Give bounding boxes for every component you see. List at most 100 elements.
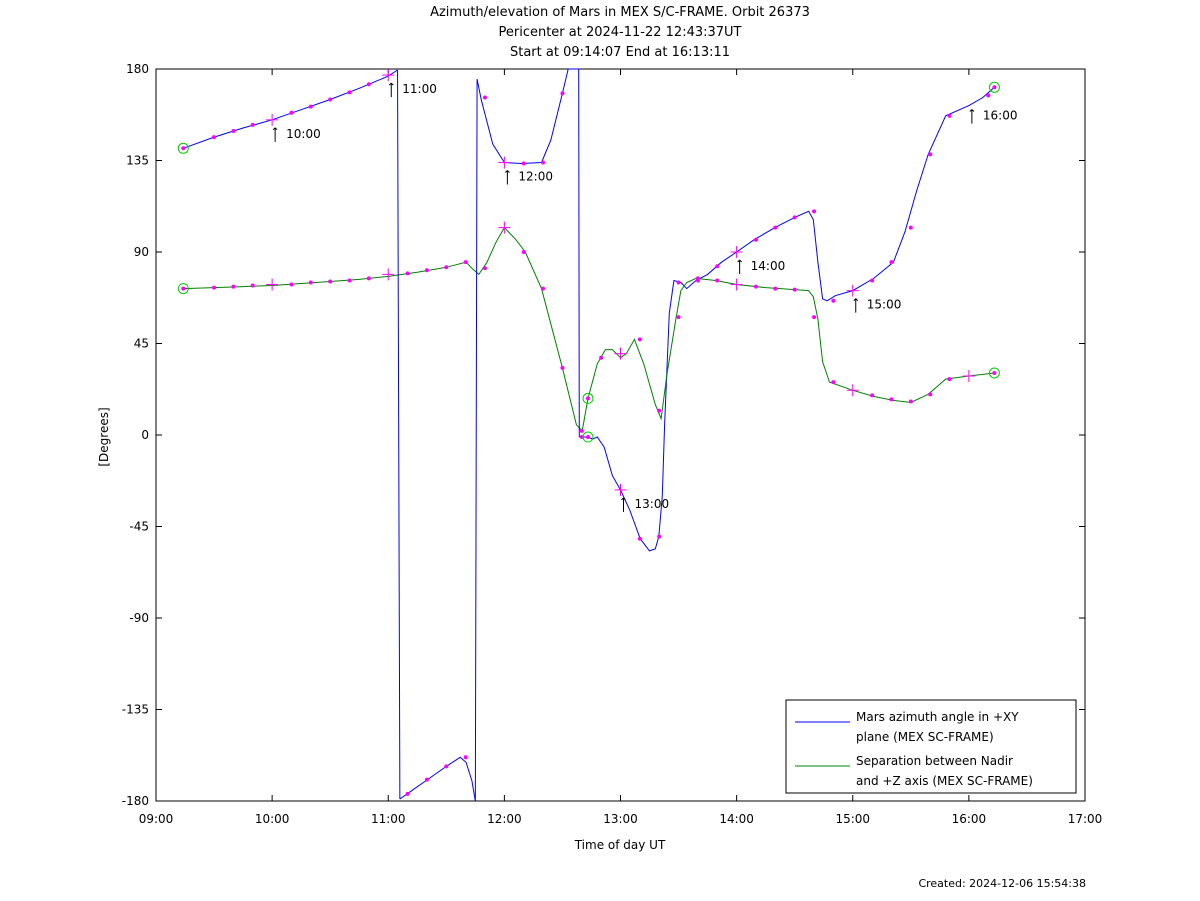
- start-end-marker: [582, 392, 594, 404]
- start-end-marker-dot: [585, 396, 590, 401]
- annotation-arrow: [390, 82, 394, 86]
- chart-title-line-2: Pericenter at 2024-11-22 12:43:37UT: [498, 25, 742, 40]
- y-tick-label: -90: [129, 611, 149, 625]
- y-tick-label: 0: [141, 428, 149, 442]
- data-point-marker: [889, 397, 894, 402]
- data-point-marker: [541, 160, 546, 165]
- data-point-marker: [541, 286, 546, 291]
- data-point-marker: [289, 110, 294, 115]
- start-end-marker-dot: [181, 286, 186, 291]
- data-point-marker: [812, 209, 817, 214]
- legend: Mars azimuth angle in +XY plane (MEX SC-…: [785, 699, 1077, 794]
- y-tick-label: -135: [122, 703, 149, 717]
- data-point-marker: [560, 91, 565, 96]
- time-annotation-label: 14:00: [751, 259, 786, 273]
- chart-title-line-3: Start at 09:14:07 End at 16:13:11: [509, 45, 731, 60]
- time-annotation-label: 10:00: [286, 127, 321, 141]
- x-tick-label: 12:00: [487, 812, 522, 826]
- start-end-marker: [988, 81, 1000, 93]
- data-point-marker: [366, 82, 371, 87]
- x-tick-label: 15:00: [835, 812, 870, 826]
- series-lines: [183, 68, 995, 802]
- y-tick-label: 135: [126, 154, 149, 168]
- data-point-marker: [482, 95, 487, 100]
- y-tick-label: 90: [134, 245, 149, 259]
- data-point-marker: [366, 276, 371, 281]
- data-point-marker: [715, 278, 720, 283]
- y-axis-label: [Degrees]: [97, 407, 111, 466]
- data-markers: [177, 69, 1000, 796]
- data-point-marker: [908, 399, 913, 404]
- data-point-marker: [463, 260, 468, 265]
- data-point-marker: [424, 268, 429, 273]
- data-point-marker: [928, 392, 933, 397]
- time-annotation-label: 11:00: [402, 82, 437, 96]
- time-annotation-label: 15:00: [867, 298, 902, 312]
- data-point-marker: [212, 285, 217, 290]
- legend-label-azimuth-line-1: Mars azimuth angle in +XY: [856, 710, 1019, 724]
- data-point-marker: [231, 284, 236, 289]
- annotation-arrow: [623, 497, 626, 501]
- data-point-marker: [347, 278, 352, 283]
- x-axis-label: Time of day UT: [574, 838, 666, 852]
- annotation-arrow: [739, 259, 742, 263]
- data-point-marker: [889, 260, 894, 265]
- data-point-marker: [676, 315, 681, 320]
- data-point-marker: [831, 298, 836, 303]
- data-point-marker: [928, 152, 933, 157]
- legend-label-separation-line-2: and +Z axis (MEX SC-FRAME): [856, 774, 1033, 788]
- data-point-marker: [870, 278, 875, 283]
- data-point-marker: [212, 135, 217, 140]
- legend-label-separation-line-1: Separation between Nadir: [856, 754, 1013, 768]
- data-point-marker: [308, 280, 313, 285]
- data-point-marker: [250, 283, 255, 288]
- annotation-arrow: [388, 82, 392, 86]
- annotation-arrow: [505, 170, 508, 173]
- y-tick-label: -180: [122, 794, 149, 808]
- data-point-marker: [463, 755, 468, 760]
- data-point-marker: [792, 215, 797, 220]
- data-point-marker: [947, 377, 952, 382]
- y-tick-label: -45: [129, 520, 149, 534]
- data-point-marker: [444, 764, 449, 769]
- y-tick-label: 180: [126, 62, 149, 76]
- azimuth-series-line: [183, 69, 398, 149]
- data-point-marker: [637, 337, 642, 342]
- annotation-arrow: [855, 298, 859, 301]
- data-point-marker: [444, 265, 449, 270]
- annotation-arrow: [507, 170, 510, 173]
- data-point-marker: [870, 393, 875, 398]
- data-point-marker: [676, 280, 681, 285]
- data-point-marker: [908, 225, 913, 230]
- data-point-marker: [773, 225, 778, 230]
- time-annotation-label: 12:00: [518, 170, 553, 184]
- azimuth-wrap-line: [578, 68, 580, 438]
- separation-series-line: [183, 226, 995, 432]
- data-point-marker: [657, 408, 662, 413]
- y-tick-label: 45: [134, 337, 149, 351]
- chart-title-line-1: Azimuth/elevation of Mars in MEX S/C-FRA…: [430, 5, 810, 20]
- x-axis-ticks: 09:00 10:00 11:00 12:00 13:00 14:00 15:00 16:00…: [139, 69, 1102, 826]
- data-point-marker: [231, 129, 236, 134]
- data-point-marker: [521, 250, 526, 254]
- data-point-marker: [482, 266, 487, 271]
- time-annotation-label: 13:00: [635, 497, 670, 511]
- annotation-arrow: [272, 127, 276, 131]
- data-point-marker: [657, 534, 662, 539]
- data-point-marker: [754, 284, 759, 289]
- start-end-marker-dot: [585, 435, 590, 440]
- data-point-marker: [405, 791, 410, 796]
- data-point-marker: [328, 279, 333, 284]
- data-point-marker: [715, 264, 720, 269]
- data-point-marker: [328, 97, 333, 102]
- azimuth-wrap-line: [397, 70, 401, 799]
- y-axis-ticks: 180 135 90 45 0 -45 -90 -135 -180: [122, 62, 1085, 808]
- data-point-marker: [308, 104, 313, 109]
- start-end-marker-dot: [181, 146, 186, 151]
- x-tick-label: 11:00: [371, 812, 406, 826]
- start-end-marker-dot: [992, 85, 997, 90]
- azimuth-series-line: [476, 68, 579, 165]
- data-point-marker: [599, 355, 604, 360]
- x-tick-label: 16:00: [952, 812, 987, 826]
